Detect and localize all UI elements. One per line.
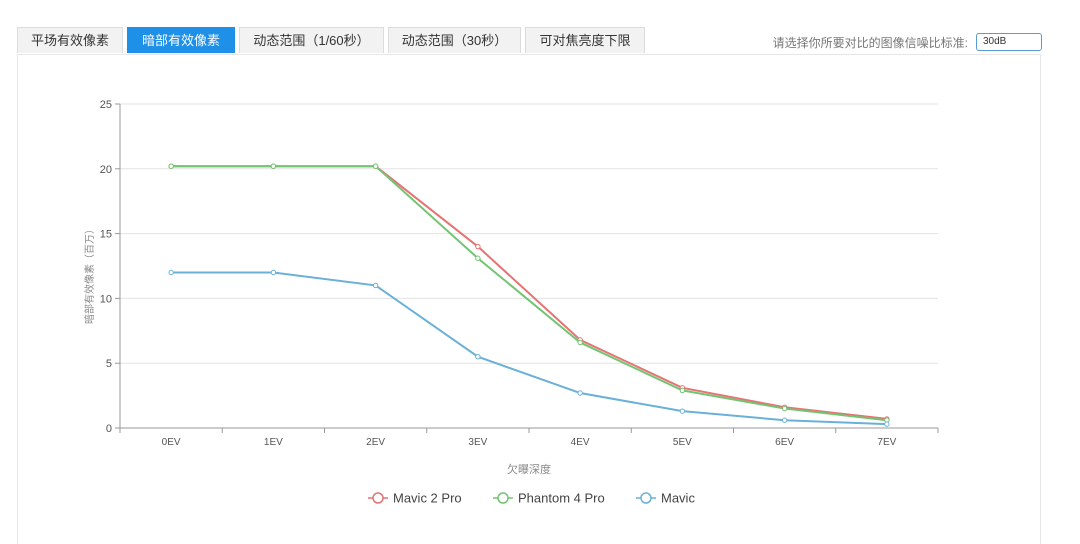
x-tick-label: 6EV	[775, 437, 794, 448]
x-tick-label: 3EV	[468, 437, 487, 448]
data-point	[270, 269, 277, 276]
y-axis-title: 暗部有效像素（百万）	[83, 224, 96, 324]
legend-label: Mavic	[661, 491, 695, 506]
data-point	[270, 163, 277, 169]
data-point	[679, 408, 686, 414]
data-point	[475, 354, 481, 360]
tab-flat-effective-pixels[interactable]: 平场有效像素	[17, 27, 123, 53]
data-point	[577, 390, 583, 396]
snr-select[interactable]: 30dB	[976, 33, 1042, 51]
tab-bar: 平场有效像素 暗部有效像素 动态范围（1/60秒） 动态范围（30秒） 可对焦亮…	[17, 27, 645, 53]
x-tick-label: 7EV	[877, 437, 896, 448]
x-tick-label: 0EV	[162, 437, 181, 448]
data-point	[475, 243, 481, 250]
data-point	[168, 269, 174, 276]
series-line	[171, 271, 887, 426]
tab-dark-effective-pixels[interactable]: 暗部有效像素	[127, 27, 235, 53]
data-point	[168, 163, 174, 169]
y-tick-label: 10	[100, 293, 112, 305]
data-point	[475, 255, 481, 261]
y-tick-label: 5	[106, 358, 112, 370]
legend-label: Mavic 2 Pro	[393, 491, 462, 506]
x-axis-title: 欠曝深度	[507, 462, 551, 476]
legend-label: Phantom 4 Pro	[518, 491, 605, 506]
series-line	[171, 165, 887, 422]
x-tick-label: 2EV	[366, 437, 385, 448]
legend-swatch-marker	[497, 492, 509, 504]
snr-selector: 请选择你所要对比的图像信噪比标准: 30dB	[773, 33, 1042, 51]
y-tick-label: 0	[106, 423, 112, 435]
x-tick-label: 5EV	[673, 437, 692, 448]
data-point	[884, 421, 890, 427]
line-chart: 0 5 10 15 20 25 0EV 1EV 2EV 3EV 4EV 5EV 6EV 7EV 欠曝深度 暗部…	[83, 99, 939, 506]
legend-swatch-marker	[372, 492, 384, 504]
data-point	[781, 417, 788, 423]
tab-focus-brightness-limit[interactable]: 可对焦亮度下限	[525, 27, 645, 53]
y-tick-label: 15	[100, 229, 112, 241]
data-point	[372, 282, 379, 289]
data-point	[679, 387, 686, 394]
tab-dynamic-range-1-60s[interactable]: 动态范围（1/60秒）	[239, 27, 384, 53]
x-tick-label: 4EV	[571, 437, 590, 448]
snr-selector-label: 请选择你所要对比的图像信噪比标准:	[772, 35, 968, 50]
y-tick-label: 20	[100, 164, 112, 176]
y-tick-label: 25	[100, 99, 112, 111]
x-tick-label: 1EV	[264, 437, 283, 448]
chart-panel: 0 5 10 15 20 25 0EV 1EV 2EV 3EV 4EV 5EV 6EV 7EV 欠曝深度 暗部…	[17, 54, 1041, 544]
data-point	[781, 405, 788, 412]
series-line	[171, 165, 887, 420]
data-point	[577, 339, 583, 346]
tab-dynamic-range-30s[interactable]: 动态范围（30秒）	[388, 27, 521, 53]
data-point	[372, 163, 379, 169]
legend-swatch-marker	[640, 492, 652, 504]
